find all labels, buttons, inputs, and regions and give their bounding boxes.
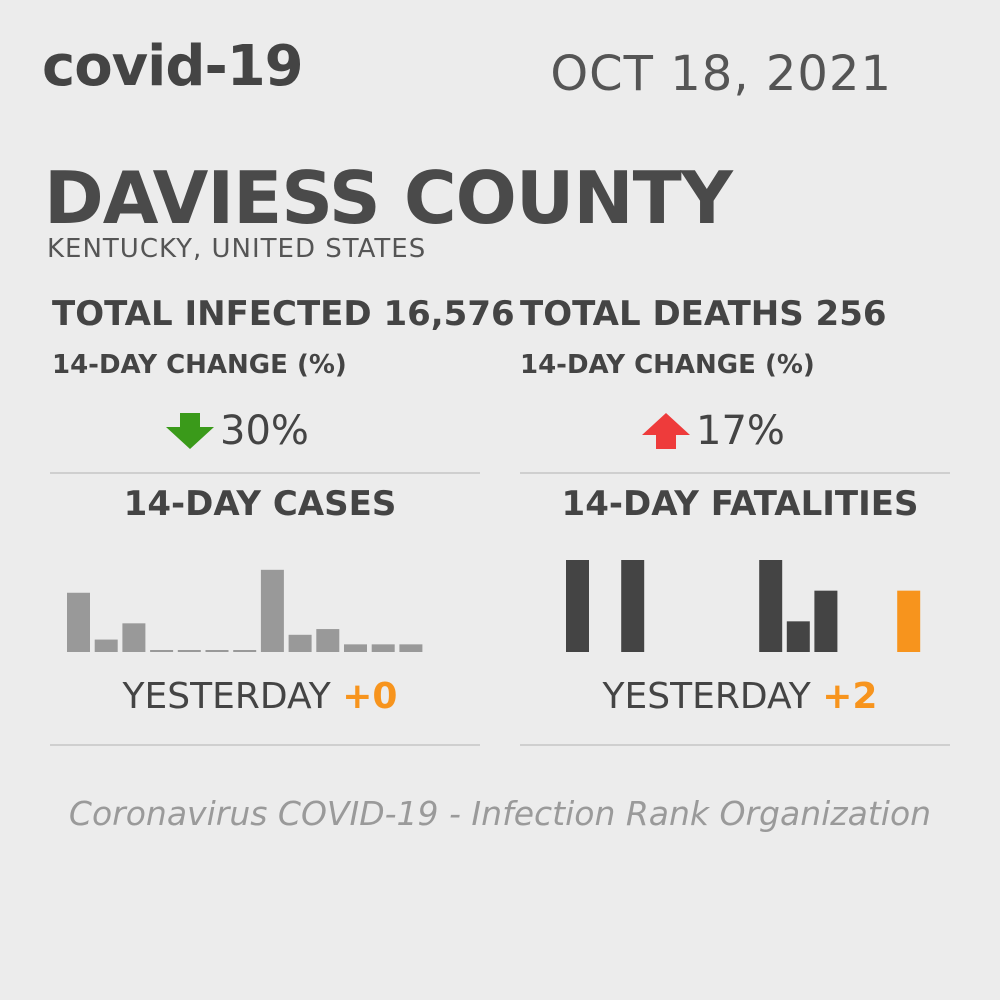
cases-bar-1 <box>67 592 90 652</box>
cases-yesterday: YESTERDAY +0 <box>50 676 470 717</box>
brand-title: covid-19 <box>42 34 304 99</box>
footer-credit: Coronavirus COVID-19 - Infection Rank Or… <box>68 794 932 833</box>
cases-bar-9 <box>288 634 312 652</box>
deaths-change-value: 17% <box>640 408 785 454</box>
cases-section-title: 14-DAY CASES <box>123 484 397 524</box>
county-name: DAVIESS COUNTY <box>44 156 733 240</box>
divider-left-bottom <box>50 744 480 746</box>
deaths-change-label: 14-DAY CHANGE (%) <box>520 350 815 380</box>
fatalities-yesterday: YESTERDAY +2 <box>520 676 960 717</box>
fatalities-yesterday-label: YESTERDAY <box>602 676 811 717</box>
total-deaths: TOTAL DEATHS 256 <box>520 294 887 334</box>
cases-bar-11 <box>344 644 367 652</box>
arrow-down-icon <box>166 413 214 449</box>
cases-bar-8 <box>260 569 284 652</box>
fatalities-bar-3 <box>621 560 645 652</box>
fatalities-bar-chart <box>566 560 921 652</box>
cases-bar-chart <box>67 569 423 652</box>
cases-yesterday-delta: +0 <box>342 676 398 717</box>
infected-change-pct: 30% <box>220 408 309 454</box>
divider-left-top <box>50 472 480 474</box>
cases-bar-7 <box>233 650 257 652</box>
fatalities-bar-9 <box>786 621 810 652</box>
cases-bar-5 <box>177 650 201 652</box>
cases-bar-2 <box>94 639 118 652</box>
fatalities-bar-13 <box>897 590 921 652</box>
region-name: KENTUCKY, UNITED STATES <box>47 234 427 264</box>
arrow-up-icon <box>642 413 690 449</box>
cases-bar-12 <box>371 644 395 652</box>
infected-change-label: 14-DAY CHANGE (%) <box>52 350 347 380</box>
cases-bar-6 <box>205 650 229 652</box>
cases-yesterday-label: YESTERDAY <box>122 676 331 717</box>
cases-bar-3 <box>122 623 146 652</box>
cases-bar-4 <box>150 650 174 652</box>
cases-bar-10 <box>316 629 340 652</box>
fatalities-bar-10 <box>814 590 838 652</box>
report-date: OCT 18, 2021 <box>550 46 892 102</box>
deaths-change-pct: 17% <box>696 408 785 454</box>
infected-change-value: 30% <box>164 408 309 454</box>
fatalities-bar-8 <box>759 560 783 652</box>
fatalities-section-title: 14-DAY FATALITIES <box>561 484 919 524</box>
fatalities-bar-1 <box>566 560 589 652</box>
fatalities-yesterday-delta: +2 <box>822 676 878 717</box>
total-infected: TOTAL INFECTED 16,576 <box>52 294 515 334</box>
cases-bar-13 <box>399 644 423 652</box>
divider-right-top <box>520 472 950 474</box>
divider-right-bottom <box>520 744 950 746</box>
